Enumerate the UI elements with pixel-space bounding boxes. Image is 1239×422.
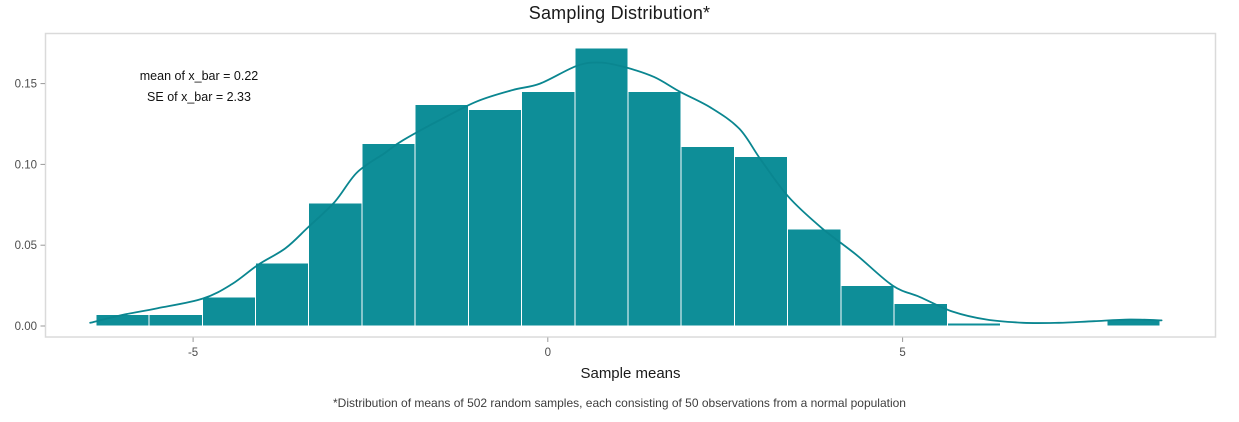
histogram-bar (680, 146, 735, 327)
histogram-bar (787, 228, 842, 327)
histogram-bars (95, 47, 1161, 327)
histogram-bar (574, 47, 629, 327)
chart-title: Sampling Distribution* (528, 3, 711, 23)
histogram-bar (893, 302, 948, 327)
histogram-bar (201, 296, 257, 327)
y-tick-label: 0.15 (15, 79, 37, 91)
histogram-bar (946, 322, 1001, 327)
x-tick-label: 0 (545, 347, 551, 359)
y-tick-label: 0.10 (15, 159, 37, 171)
x-tick-label: -5 (188, 347, 198, 359)
histogram-bar (95, 314, 150, 327)
histogram-bar (521, 91, 576, 327)
histogram-bar (733, 155, 789, 327)
histogram-bar (361, 142, 416, 327)
y-tick-label: 0.00 (15, 321, 37, 333)
annotation-se-line: SE of x_bar = 2.33 (147, 90, 251, 104)
x-tick-label: 5 (899, 347, 905, 359)
y-tick-label: 0.05 (15, 240, 37, 252)
x-axis-title: Sample means (580, 365, 681, 382)
histogram-bar (414, 104, 469, 327)
histogram-bar (255, 262, 310, 327)
density-curve (89, 61, 1163, 324)
histogram-bar (467, 109, 523, 327)
histogram-bar (627, 91, 682, 327)
annotation-block: mean of x_bar = 0.22 SE of x_bar = 2.33 (99, 66, 299, 108)
histogram-bar (308, 202, 363, 327)
annotation-mean-line: mean of x_bar = 0.22 (139, 69, 259, 83)
footnote-caption: *Distribution of means of 502 random sam… (333, 396, 906, 410)
histogram-bar (840, 285, 895, 327)
histogram-bar (148, 314, 203, 327)
